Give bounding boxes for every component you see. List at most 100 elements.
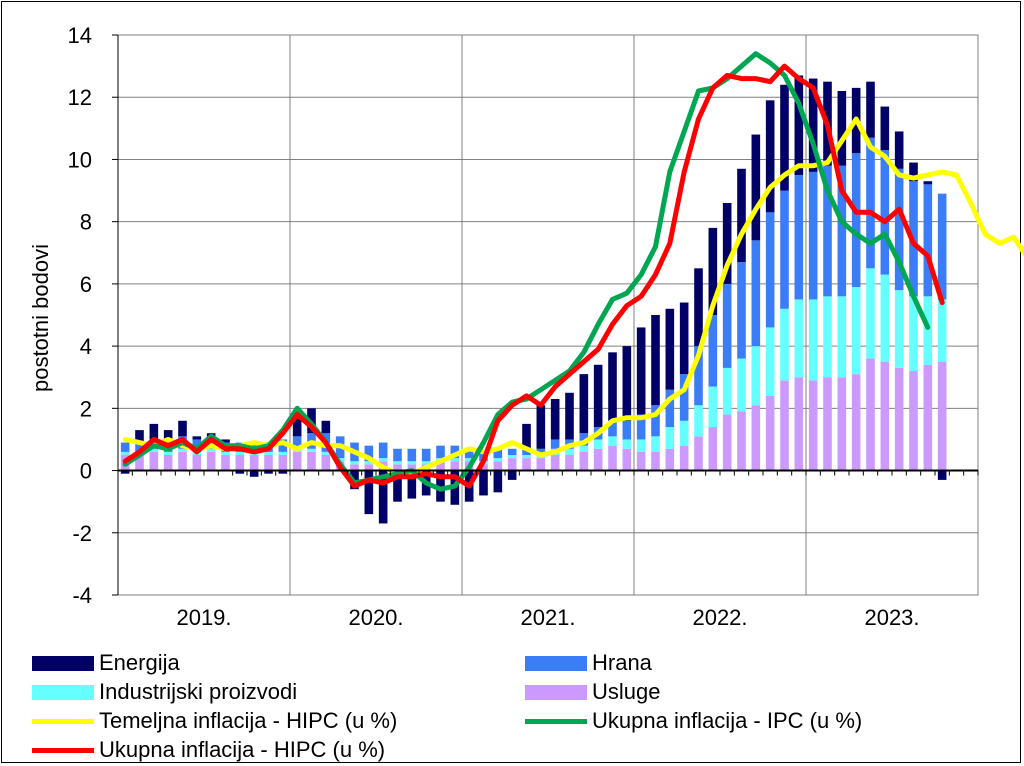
bar-industrijski-proizvodi-2019-03 [149, 448, 159, 452]
bar-energija-2019-03 [149, 423, 159, 440]
bar-hrana-2021-09 [579, 433, 589, 446]
x-tick-label: 2019. [176, 605, 231, 630]
bar-hrana-2023-07 [894, 168, 904, 291]
bar-energija-2022-09 [751, 134, 761, 241]
bar-usluge-2022-12 [794, 377, 804, 471]
bar-usluge-2023-05 [866, 358, 875, 471]
y-tick-label: 2 [80, 396, 92, 421]
bar-energija-2023-03 [837, 91, 847, 166]
bar-hrana-2020-07 [378, 442, 388, 459]
bar-usluge-2019-03 [149, 451, 159, 471]
bar-energija-2023-09 [923, 181, 933, 185]
bar-hrana-2021-03 [493, 448, 503, 459]
line-ukupna-inflacija-ipc-u- [122, 51, 931, 492]
bar-usluge-2023-07 [894, 367, 904, 471]
bar-industrijski-proizvodi-2019-05 [178, 448, 187, 452]
y-axis-label: postotni bodovi [28, 244, 53, 392]
bar-hrana-2022-05 [694, 346, 703, 406]
bar-energija-2019-08 [221, 439, 230, 443]
bar-energija-2020-07 [378, 470, 388, 524]
x-tick-label: 2020. [348, 605, 403, 630]
bar-usluge-2019-04 [163, 455, 173, 471]
bar-energija-2023-08 [909, 162, 918, 182]
x-tick-label: 2023. [864, 605, 919, 630]
bar-usluge-2019-07 [206, 451, 216, 471]
bar-hrana-2020-10 [421, 448, 431, 462]
bar-industrijski-proizvodi-2020-02 [307, 448, 316, 452]
x-tick-label: 2022. [692, 605, 747, 630]
bar-usluge-2022-04 [679, 445, 689, 471]
bar-usluge-2023-02 [823, 377, 832, 471]
bar-energija-2021-02 [479, 470, 488, 496]
y-tick-label: 14 [68, 23, 92, 48]
bar-usluge-2020-12 [450, 461, 460, 471]
bar-hrana-2021-01 [464, 448, 474, 459]
bar-hrana-2021-12 [622, 420, 632, 440]
bar-usluge-2019-05 [178, 451, 187, 471]
y-tick-label: 4 [80, 334, 92, 359]
bar-usluge-2020-11 [436, 461, 445, 471]
bar-energija-2021-04 [507, 470, 517, 480]
bar-energija-2022-07 [722, 203, 732, 284]
bar-hrana-2023-05 [866, 137, 875, 269]
x-tick-label: 2021. [520, 605, 575, 630]
bar-usluge-2023-06 [880, 361, 890, 471]
bar-usluge-2021-05 [522, 458, 531, 471]
bar-usluge-2019-09 [235, 455, 245, 471]
bar-industrijski-proizvodi-2023-07 [894, 290, 904, 368]
y-tick-label: 10 [68, 147, 92, 172]
bar-usluge-2021-02 [479, 464, 488, 471]
bar-energija-2020-09 [407, 470, 417, 499]
plot-area [117, 34, 979, 596]
bar-energija-2023-07 [894, 131, 904, 169]
bar-hrana-2022-12 [794, 175, 804, 300]
bar-industrijski-proizvodi-2022-02 [651, 436, 660, 452]
bar-industrijski-proizvodi-2022-03 [665, 427, 675, 449]
bar-hrana-2023-10 [937, 193, 947, 300]
bar-usluge-2019-11 [264, 455, 273, 471]
bar-industrijski-proizvodi-2022-04 [679, 420, 689, 446]
bar-usluge-2022-06 [708, 427, 718, 471]
bar-energija-2022-10 [765, 100, 775, 213]
bar-industrijski-proizvodi-2020-12 [450, 458, 460, 462]
bar-industrijski-proizvodi-2020-04 [335, 458, 345, 462]
bar-usluge-2020-09 [407, 464, 417, 471]
bar-hrana-2021-11 [608, 420, 617, 437]
bar-industrijski-proizvodi-2021-11 [608, 436, 617, 446]
bar-usluge-2021-10 [593, 448, 603, 471]
bar-energija-2019-11 [264, 470, 273, 474]
bar-usluge-2021-11 [608, 445, 617, 471]
bar-usluge-2019-02 [135, 455, 144, 471]
bar-industrijski-proizvodi-2023-09 [923, 296, 933, 365]
y-tick-label: 0 [80, 459, 92, 484]
bar-energija-2022-12 [794, 75, 804, 175]
bar-energija-2022-06 [708, 227, 718, 315]
bar-hrana-2022-06 [708, 315, 718, 387]
bar-energija-2022-08 [737, 168, 746, 263]
bar-industrijski-proizvodi-2021-10 [593, 439, 603, 449]
bar-hrana-2019-12 [278, 439, 288, 452]
bar-usluge-2021-04 [507, 458, 517, 471]
bar-energija-2019-12 [278, 470, 288, 474]
bar-industrijski-proizvodi-2021-04 [507, 455, 517, 459]
bar-industrijski-proizvodi-2022-09 [751, 346, 761, 406]
bar-usluge-2021-06 [536, 458, 546, 471]
bar-energija-2021-12 [622, 346, 632, 421]
bar-energija-2023-06 [880, 106, 890, 151]
bar-hrana-2023-06 [880, 150, 890, 275]
bar-hrana-2021-04 [507, 448, 517, 455]
bar-usluge-2020-06 [364, 464, 374, 471]
line-ukupna-inflacija-hipc-u- [122, 63, 945, 489]
bar-energija-2022-02 [651, 315, 660, 406]
bar-industrijski-proizvodi-2023-03 [837, 296, 847, 378]
bar-hrana-2020-12 [450, 445, 460, 459]
bar-usluge-2023-03 [837, 377, 847, 471]
bar-industrijski-proizvodi-2023-04 [851, 287, 861, 375]
y-tick-label: 6 [80, 272, 92, 297]
bar-energija-2021-06 [536, 405, 546, 449]
bar-energija-2021-08 [565, 392, 574, 440]
bar-usluge-2019-06 [192, 455, 202, 471]
bar-hrana-2021-05 [522, 448, 531, 455]
bar-industrijski-proizvodi-2020-08 [393, 461, 402, 465]
